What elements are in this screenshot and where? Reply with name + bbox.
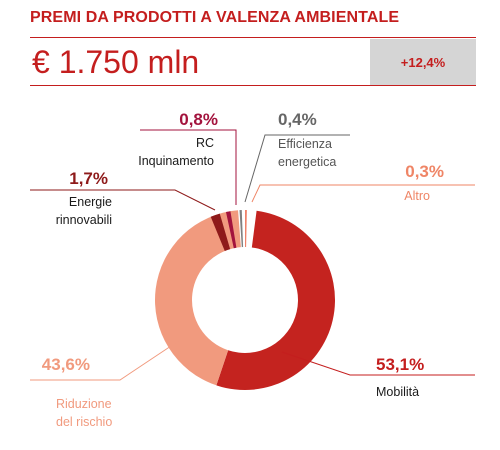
leader-line-rc xyxy=(140,129,237,205)
leader-line-energie xyxy=(30,189,216,211)
category-label-energie: rinnovabili xyxy=(56,213,112,227)
leader-line-riduzione xyxy=(30,339,181,381)
chart-title: PREMI DA PRODOTTI A VALENZA AMBIENTALE xyxy=(30,9,400,26)
percent-label-efficienza: 0,4% xyxy=(278,110,317,129)
category-label-energie: Energie xyxy=(69,195,112,209)
category-label-altro: Altro xyxy=(404,189,430,203)
slice-energie xyxy=(210,213,231,251)
category-label-efficienza: energetica xyxy=(278,155,336,169)
category-label-riduzione: Riduzione xyxy=(56,397,112,411)
category-label-rc: RC xyxy=(196,136,214,150)
percent-label-mobilita: 53,1% xyxy=(376,355,424,374)
slice-rc xyxy=(225,211,237,249)
header-divider xyxy=(30,85,476,86)
percent-label-riduzione: 43,6% xyxy=(42,355,90,374)
leader-line-mobilita xyxy=(281,351,475,376)
slice-riduzione xyxy=(155,210,241,386)
slice-mobilita xyxy=(216,210,335,390)
total-amount: € 1.750 mln xyxy=(32,44,200,80)
growth-badge: +12,4% xyxy=(370,39,476,85)
leader-line-efficienza xyxy=(244,134,350,203)
category-label-riduzione: del rischio xyxy=(56,415,112,429)
category-label-efficienza: Efficienza xyxy=(278,137,332,151)
category-label-rc: Inquinamento xyxy=(138,154,214,168)
percent-label-altro: 0,3% xyxy=(405,162,444,181)
leader-line-altro xyxy=(251,184,475,203)
percent-label-energie: 1,7% xyxy=(69,169,108,188)
title-divider xyxy=(30,37,476,38)
percent-label-rc: 0,8% xyxy=(179,110,218,129)
slice-efficienza xyxy=(239,210,244,248)
category-label-mobilita: Mobilità xyxy=(376,385,419,399)
slice-altro xyxy=(245,210,247,248)
